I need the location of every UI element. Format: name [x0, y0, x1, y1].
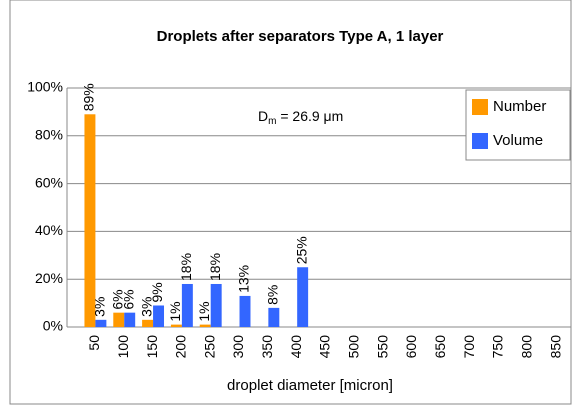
y-tick-label: 0%: [43, 318, 63, 334]
bar: [170, 324, 182, 327]
bar: [181, 283, 193, 327]
bar: [142, 319, 154, 327]
annotation-symbol: D: [258, 108, 268, 124]
legend-swatch: [472, 99, 488, 115]
bar: [268, 307, 280, 327]
x-tick-label: 850: [547, 335, 563, 359]
chart-frame: [9, 0, 572, 405]
legend-swatch: [472, 133, 488, 149]
value-label: 9%: [149, 282, 165, 302]
value-label: 89%: [81, 83, 97, 111]
bar: [210, 283, 222, 327]
x-tick-label: 350: [259, 335, 275, 359]
legend-label: Volume: [493, 132, 543, 149]
y-tick-label: 100%: [27, 79, 63, 95]
bar: [95, 319, 107, 327]
bar: [124, 312, 136, 327]
x-tick-label: 800: [518, 335, 534, 359]
x-tick-label: 150: [144, 335, 160, 359]
value-label: 1%: [167, 301, 183, 321]
y-tick-label: 80%: [35, 127, 63, 143]
value-label: 18%: [178, 253, 194, 281]
x-tick-label: 250: [201, 335, 217, 359]
x-tick-label: 300: [230, 335, 246, 359]
x-tick-label: 450: [317, 335, 333, 359]
value-label: 1%: [196, 301, 212, 321]
x-tick-label: 400: [288, 335, 304, 359]
bar: [239, 295, 251, 327]
bar: [153, 305, 165, 327]
annotation: Dm = 26.9 μm: [258, 108, 343, 127]
value-label: 6%: [109, 289, 125, 309]
x-tick-label: 650: [432, 335, 448, 359]
bar: [297, 267, 309, 327]
x-tick-label: 700: [461, 335, 477, 359]
x-tick-label: 600: [403, 335, 419, 359]
x-tick-label: 750: [490, 335, 506, 359]
x-tick-label: 550: [374, 335, 390, 359]
value-label: 13%: [236, 265, 252, 293]
chart-title: Droplets after separators Type A, 1 laye…: [157, 28, 444, 45]
x-tick-label: 100: [115, 335, 131, 359]
bar: [84, 114, 96, 327]
value-label: 3%: [138, 297, 154, 317]
value-label: 8%: [265, 285, 281, 305]
annotation-subscript: m: [268, 116, 276, 127]
value-label: 25%: [293, 236, 309, 264]
x-axis-title: droplet diameter [micron]: [227, 377, 393, 394]
x-tick-label: 50: [86, 335, 102, 351]
value-label: 3%: [92, 297, 108, 317]
annotation-text: = 26.9 μm: [276, 108, 343, 124]
y-tick-label: 20%: [35, 270, 63, 286]
y-tick-label: 60%: [35, 174, 63, 190]
y-tick-label: 40%: [35, 222, 63, 238]
bar: [113, 312, 125, 327]
bar: [199, 324, 211, 327]
value-label: 18%: [207, 253, 223, 281]
x-tick-label: 200: [173, 335, 189, 359]
x-tick-label: 500: [346, 335, 362, 359]
legend-label: Number: [493, 98, 546, 115]
value-label: 6%: [120, 289, 136, 309]
